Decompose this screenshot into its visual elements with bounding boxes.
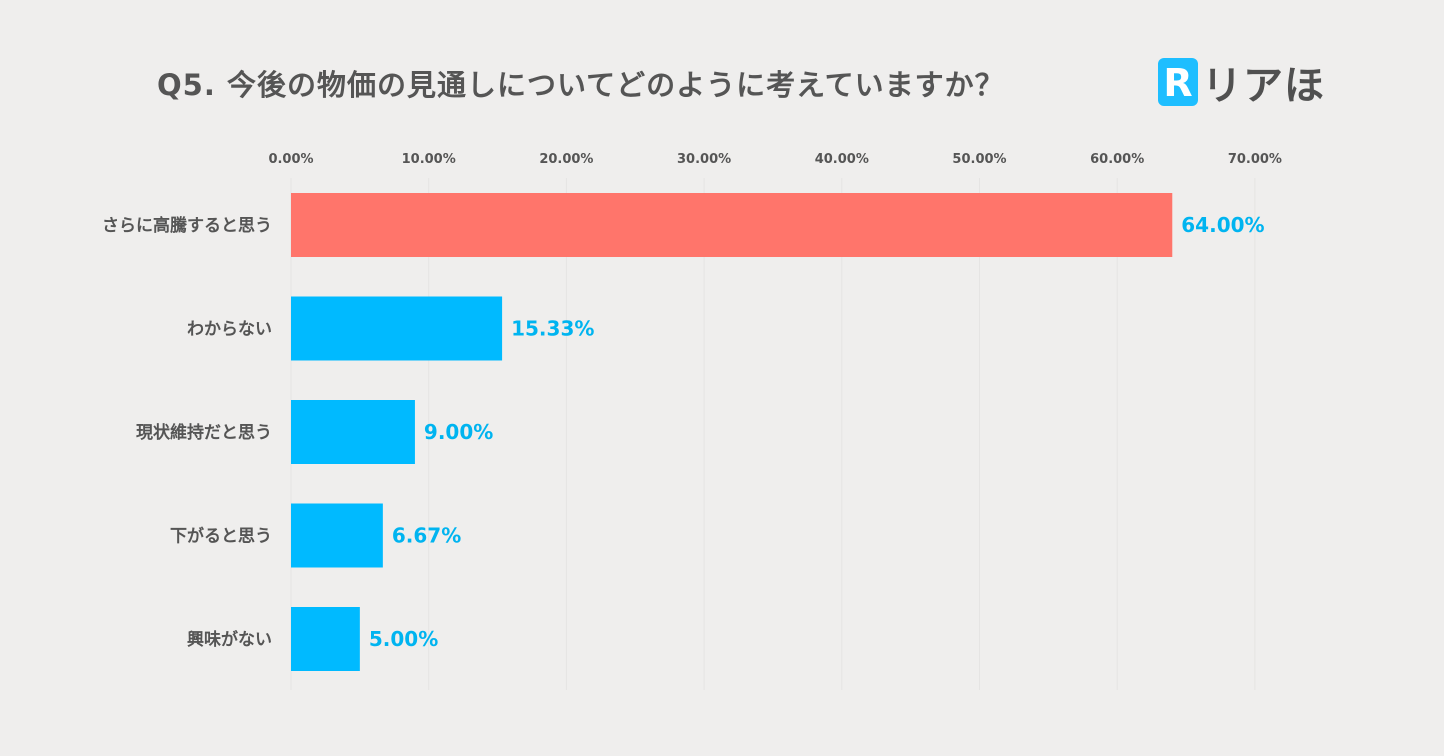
x-tick-label: 50.00%	[952, 152, 1006, 167]
category-label: さらに高騰すると思う	[102, 215, 272, 236]
chart-title: Q5. 今後の物価の見通しについてどのように考えていますか？	[157, 68, 1005, 102]
bar	[291, 400, 415, 464]
x-tick-label: 40.00%	[815, 152, 869, 167]
bar	[291, 607, 360, 671]
x-tick-label: 20.00%	[539, 152, 593, 167]
r-logo-icon: R	[1158, 58, 1198, 106]
x-tick-label: 0.00%	[268, 152, 313, 167]
bar	[291, 503, 383, 568]
data-label: 15.33%	[511, 317, 594, 341]
category-label: わからない	[187, 320, 272, 340]
x-tick-label: 60.00%	[1090, 152, 1144, 167]
data-label: 5.00%	[369, 627, 438, 651]
category-label: 興味がない	[187, 629, 272, 650]
data-label: 64.00%	[1181, 213, 1264, 237]
data-label: 9.00%	[424, 420, 493, 444]
bar	[291, 193, 1173, 257]
brand-logo: R リアほ	[1158, 56, 1325, 109]
data-label: 6.67%	[392, 524, 461, 548]
category-label: 現状維持だと思う	[136, 422, 272, 443]
logo-text: リアほ	[1202, 63, 1325, 109]
x-tick-label: 70.00%	[1228, 152, 1282, 167]
x-tick-label: 30.00%	[677, 152, 731, 167]
x-tick-label: 10.00%	[402, 152, 456, 167]
category-label: 下がると思う	[170, 526, 272, 547]
bar	[291, 296, 503, 361]
logo-mark-letter: R	[1163, 61, 1192, 105]
